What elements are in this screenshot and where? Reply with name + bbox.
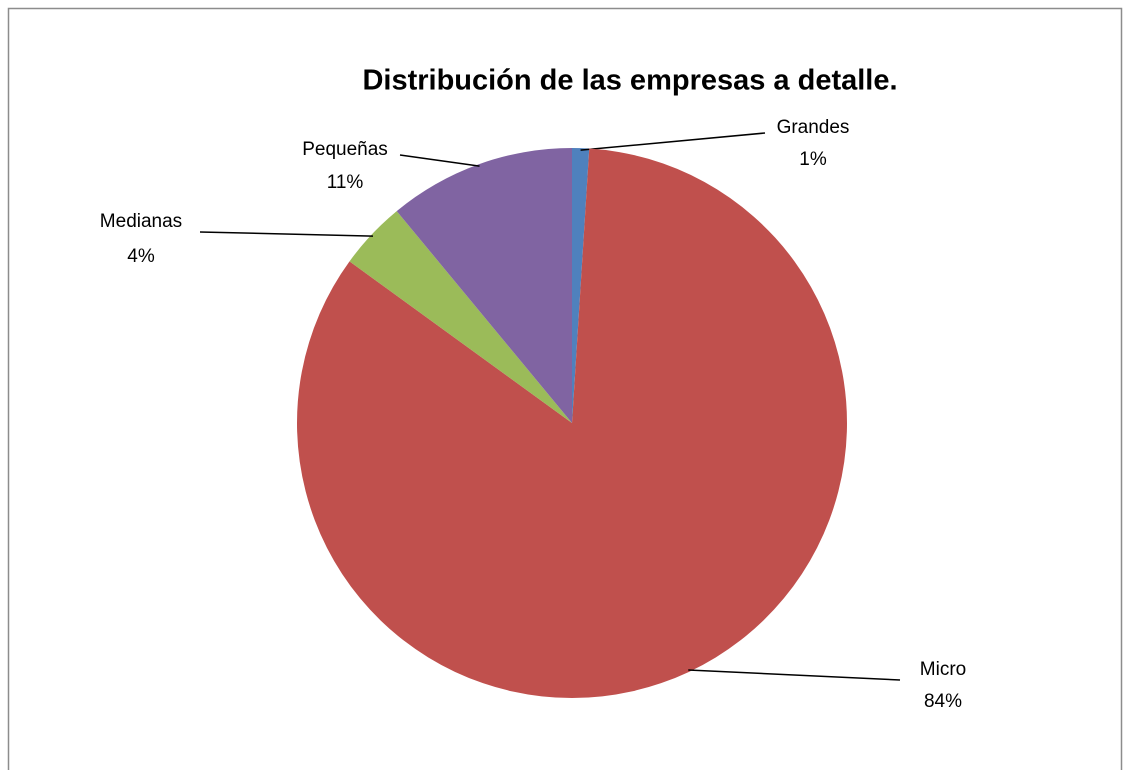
slice-label: Grandes bbox=[777, 117, 850, 138]
slice-label: Micro bbox=[920, 659, 966, 680]
slice-label: Medianas bbox=[100, 211, 182, 232]
leader-line bbox=[199, 231, 374, 237]
pie-slice bbox=[296, 148, 847, 698]
slice-value-label: 84% bbox=[924, 691, 962, 712]
leader-line bbox=[688, 669, 901, 681]
pie-slice bbox=[572, 148, 590, 423]
leader-line bbox=[580, 132, 766, 151]
slice-value-label: 11% bbox=[327, 172, 364, 193]
chart-title: Distribución de las empresas a detalle. bbox=[362, 65, 897, 97]
leader-line bbox=[399, 154, 480, 167]
slice-value-label: 4% bbox=[127, 246, 155, 267]
slice-value-label: 1% bbox=[799, 149, 827, 170]
slice-label: Pequeñas bbox=[302, 139, 388, 160]
pie-slice bbox=[349, 211, 572, 423]
pie-slice bbox=[396, 148, 572, 423]
